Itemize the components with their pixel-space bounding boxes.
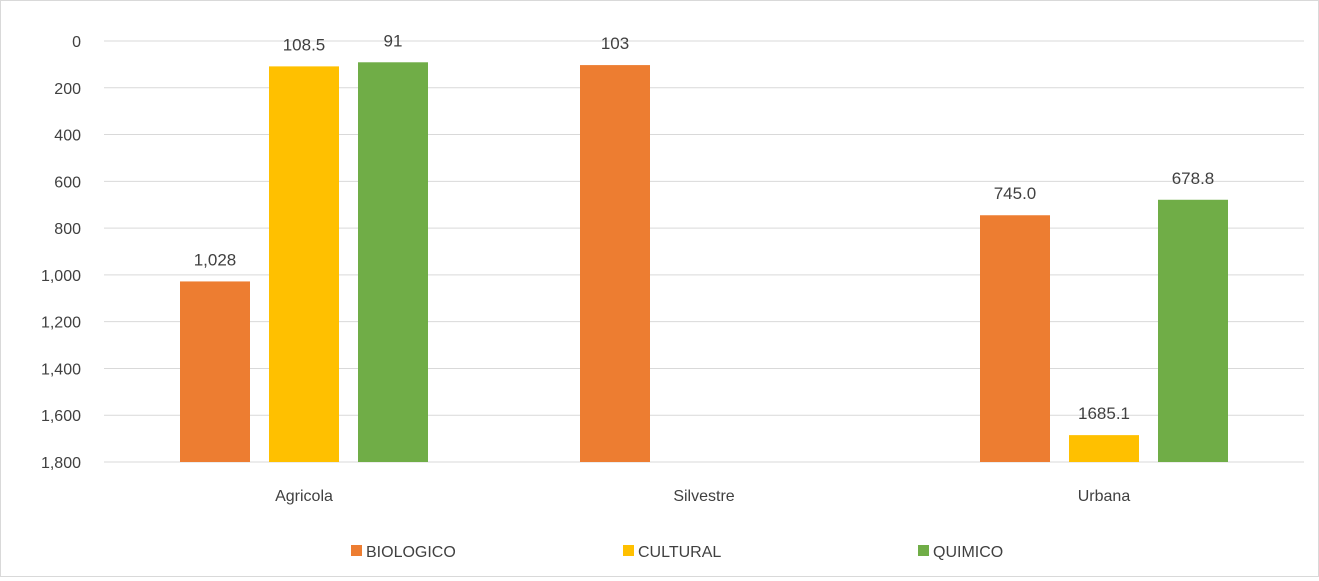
y-tick-label-1800: 1,800 xyxy=(41,455,81,472)
y-tick-label-1200: 1,200 xyxy=(41,315,81,332)
y-tick-label-1600: 1,600 xyxy=(41,408,81,425)
legend-swatch-biologico xyxy=(351,545,362,556)
data-label-quimico-agricola: 91 xyxy=(384,31,403,50)
data-label-biologico-urbana: 745.0 xyxy=(994,184,1037,203)
bar-biologico-agricola xyxy=(180,281,250,462)
data-label-cultural-urbana: 1685.1 xyxy=(1078,404,1130,423)
y-tick-label-0: 0 xyxy=(72,34,81,51)
bar-quimico-agricola xyxy=(358,62,428,463)
y-axis-tick-labels: 0 200 400 600 800 1,000 1,200 1,400 1,600 1,800 xyxy=(41,34,81,472)
y-tick-label-1400: 1,400 xyxy=(41,361,81,378)
y-tick-label-200: 200 xyxy=(54,81,81,98)
legend-swatch-cultural xyxy=(623,545,634,556)
bar-biologico-silvestre xyxy=(580,65,650,463)
x-axis-tick-labels: Agricola Silvestre Urbana xyxy=(275,488,1130,505)
legend-label-quimico: QUIMICO xyxy=(933,544,1003,561)
y-tick-label-1000: 1,000 xyxy=(41,268,81,285)
data-label-quimico-urbana: 678.8 xyxy=(1172,169,1215,188)
bar-cultural-urbana xyxy=(1069,435,1139,462)
x-tick-label-agricola: Agricola xyxy=(275,488,333,505)
bar-cultural-agricola xyxy=(269,66,339,462)
legend-label-biologico: BIOLOGICO xyxy=(366,544,456,561)
data-label-cultural-agricola: 108.5 xyxy=(283,35,326,54)
y-tick-label-800: 800 xyxy=(54,221,81,238)
legend-label-cultural: CULTURAL xyxy=(638,544,721,561)
bar-quimico-urbana xyxy=(1158,199,1228,462)
x-tick-label-silvestre: Silvestre xyxy=(673,488,734,505)
data-label-biologico-agricola: 1,028 xyxy=(194,250,237,269)
legend-swatch-quimico xyxy=(918,545,929,556)
data-label-biologico-silvestre: 103 xyxy=(601,34,629,53)
y-tick-label-600: 600 xyxy=(54,174,81,191)
y-tick-label-400: 400 xyxy=(54,128,81,145)
bar-biologico-urbana xyxy=(980,215,1050,462)
data-labels: 1,028 108.5 91 103 745.0 1685.1 678.8 xyxy=(194,31,1215,423)
bars xyxy=(180,62,1228,463)
legend: BIOLOGICO CULTURAL QUIMICO xyxy=(351,544,1003,561)
x-tick-label-urbana: Urbana xyxy=(1078,488,1131,505)
